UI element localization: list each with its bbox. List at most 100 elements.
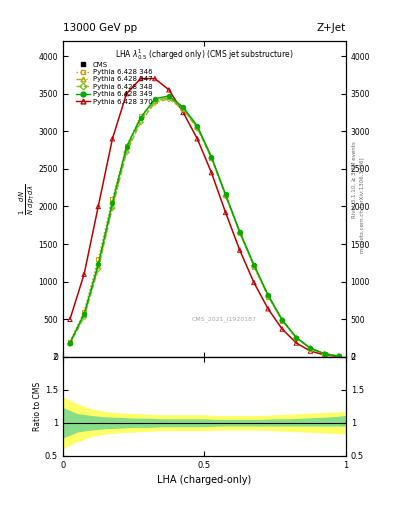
Point [307, 345, 314, 353]
Point [265, 291, 271, 300]
Text: Z+Jet: Z+Jet [317, 23, 346, 33]
Point [279, 316, 285, 324]
Point [222, 208, 229, 217]
Point [81, 308, 87, 316]
Point [166, 86, 172, 94]
Point [237, 228, 243, 236]
Point [208, 154, 215, 162]
Point [265, 291, 271, 299]
Legend: CMS, Pythia 6.428 346, Pythia 6.428 347, Pythia 6.428 348, Pythia 6.428 349, Pyt: CMS, Pythia 6.428 346, Pythia 6.428 347,… [75, 60, 154, 106]
Point [208, 168, 215, 177]
Point [95, 265, 101, 273]
Text: Rivet 3.1.10, ≥ 3.3M events: Rivet 3.1.10, ≥ 3.3M events [352, 141, 357, 218]
Point [109, 202, 116, 210]
Point [222, 190, 229, 199]
Point [180, 103, 186, 111]
Point [180, 109, 186, 117]
Point [222, 191, 229, 199]
Point [166, 95, 172, 103]
Point [194, 123, 200, 132]
Point [321, 351, 328, 359]
Point [81, 270, 87, 279]
Point [237, 227, 243, 236]
Point [180, 105, 186, 114]
Point [307, 347, 314, 355]
Point [336, 352, 342, 360]
Point [307, 345, 314, 353]
Point [321, 350, 328, 358]
Point [138, 118, 144, 126]
Point [194, 122, 200, 130]
Point [67, 339, 73, 348]
Point [208, 154, 215, 162]
Point [123, 90, 130, 98]
Point [95, 260, 101, 268]
Text: CMS_2021_I1920187: CMS_2021_I1920187 [192, 316, 257, 322]
Y-axis label: Ratio to CMS: Ratio to CMS [33, 382, 42, 431]
Point [279, 316, 285, 325]
Point [123, 143, 130, 151]
Point [152, 74, 158, 82]
Point [95, 255, 101, 263]
Point [293, 334, 299, 342]
Y-axis label: $\frac{1}{N}\,\frac{dN}{dp_T\,d\lambda}$: $\frac{1}{N}\,\frac{dN}{dp_T\,d\lambda}$ [18, 183, 37, 215]
Point [251, 262, 257, 270]
Point [166, 93, 172, 101]
Point [321, 350, 328, 358]
Point [95, 202, 101, 210]
Point [336, 352, 342, 360]
Point [251, 261, 257, 269]
Point [208, 154, 215, 162]
Point [336, 352, 342, 360]
Point [237, 229, 243, 237]
Point [194, 123, 200, 132]
Point [336, 352, 342, 360]
Point [293, 339, 299, 347]
Point [279, 325, 285, 333]
Point [251, 279, 257, 287]
Point [138, 116, 144, 124]
Point [81, 310, 87, 318]
Point [321, 350, 328, 358]
Point [237, 229, 243, 237]
Point [109, 135, 116, 143]
Point [265, 293, 271, 301]
Point [222, 191, 229, 199]
Point [81, 311, 87, 319]
Point [279, 317, 285, 325]
Point [293, 333, 299, 342]
X-axis label: LHA (charged-only): LHA (charged-only) [157, 475, 252, 485]
Point [293, 334, 299, 342]
Point [152, 97, 158, 105]
Point [123, 146, 130, 154]
Point [166, 92, 172, 100]
Point [152, 98, 158, 106]
Point [166, 93, 172, 101]
Point [180, 104, 186, 113]
Point [138, 112, 144, 120]
Point [194, 124, 200, 132]
Point [321, 350, 328, 358]
Text: 13000 GeV pp: 13000 GeV pp [63, 23, 137, 33]
Point [237, 246, 243, 254]
Point [194, 135, 200, 143]
Point [138, 114, 144, 122]
Point [123, 142, 130, 151]
Point [336, 352, 342, 360]
Point [152, 97, 158, 105]
Point [279, 316, 285, 324]
Point [293, 334, 299, 342]
Point [123, 148, 130, 156]
Text: mcplots.cern.ch [arXiv:1306.3436]: mcplots.cern.ch [arXiv:1306.3436] [360, 157, 365, 252]
Point [251, 263, 257, 271]
Point [251, 261, 257, 269]
Point [208, 153, 215, 161]
Point [152, 95, 158, 103]
Point [67, 338, 73, 346]
Point [81, 313, 87, 321]
Point [109, 199, 116, 207]
Point [265, 305, 271, 313]
Point [95, 263, 101, 271]
Point [67, 338, 73, 347]
Point [67, 315, 73, 324]
